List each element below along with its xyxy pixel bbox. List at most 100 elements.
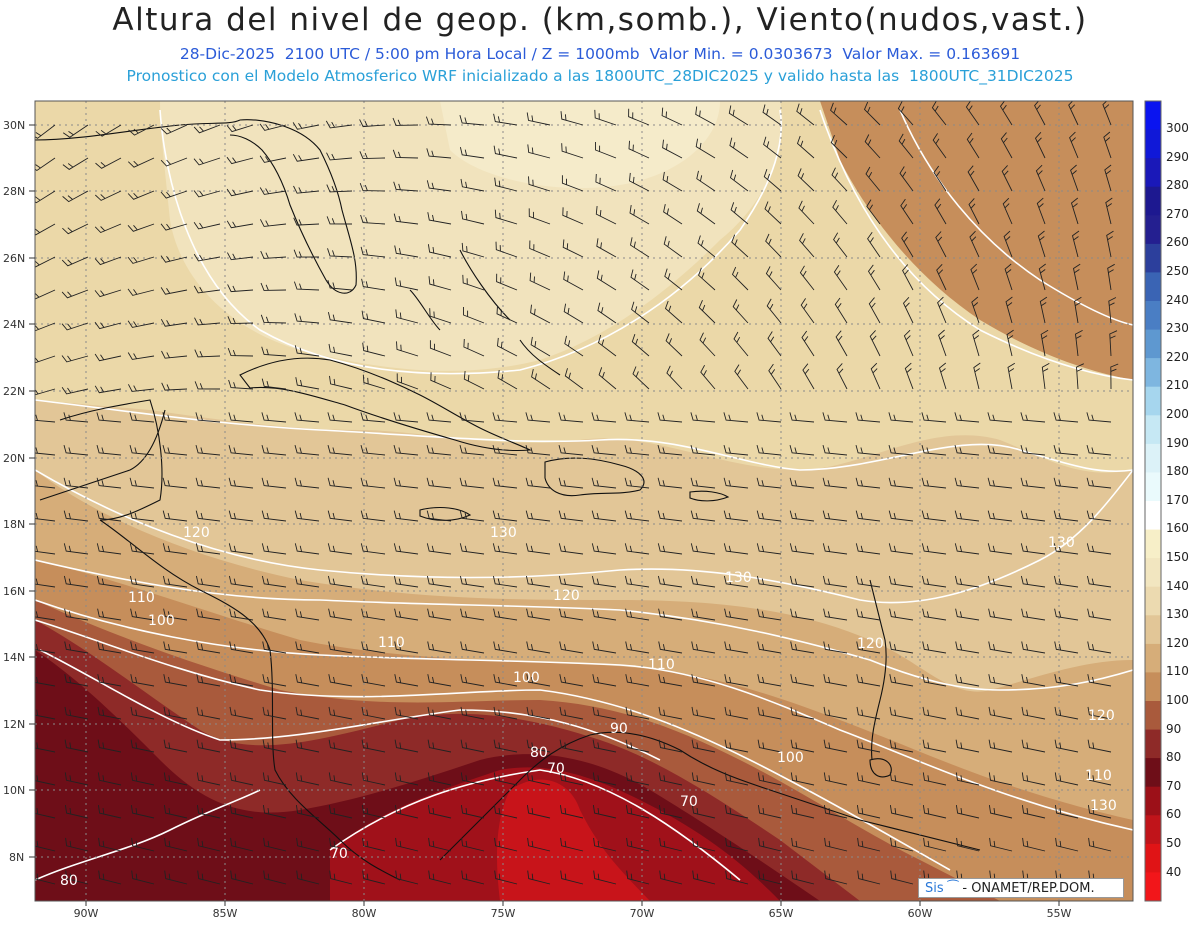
wind-barb bbox=[592, 608, 617, 621]
wind-barb bbox=[427, 608, 452, 621]
wind-barb bbox=[528, 176, 551, 192]
wind-barb bbox=[261, 378, 287, 390]
coastlines bbox=[35, 119, 981, 881]
wind-barb bbox=[954, 412, 980, 423]
wind-barb bbox=[724, 641, 749, 654]
lat-label: 28N bbox=[3, 185, 25, 198]
wind-barb bbox=[691, 674, 716, 687]
wind-barb bbox=[955, 674, 980, 687]
wind-barb bbox=[865, 166, 881, 192]
wind-barb bbox=[659, 870, 683, 885]
wind-barb bbox=[1106, 230, 1114, 258]
wind-barb bbox=[360, 246, 386, 258]
wind-barb bbox=[1071, 230, 1080, 258]
wind-barb bbox=[558, 510, 584, 522]
wind-barb bbox=[724, 706, 749, 720]
wind-barb bbox=[1087, 772, 1112, 786]
contour-label: 130 bbox=[490, 525, 517, 541]
wind-barb bbox=[593, 837, 617, 852]
wind-barb bbox=[732, 299, 749, 324]
wind-barb bbox=[496, 305, 518, 324]
contour-label: 100 bbox=[148, 613, 175, 629]
wind-barb bbox=[758, 870, 782, 885]
wind-barb bbox=[765, 266, 782, 291]
wind-barb bbox=[94, 385, 122, 394]
lat-label: 26N bbox=[3, 252, 25, 265]
wind-barb bbox=[1110, 363, 1119, 390]
wind-barb bbox=[1035, 164, 1046, 192]
wind-barb bbox=[194, 349, 221, 358]
colorbar-label: 200 bbox=[1166, 407, 1189, 421]
wind-barb bbox=[665, 333, 683, 357]
wind-barb bbox=[922, 608, 947, 621]
wind-barb bbox=[259, 155, 287, 163]
wind-barb bbox=[987, 412, 1013, 423]
wind-barb bbox=[196, 772, 221, 786]
wind-barb bbox=[626, 837, 650, 852]
wind-barb bbox=[196, 739, 221, 753]
wind-barb bbox=[160, 157, 188, 167]
colorbar-label: 250 bbox=[1166, 264, 1189, 278]
wind-barb bbox=[229, 772, 254, 786]
colorbar-swatch bbox=[1145, 872, 1161, 902]
wind-barb bbox=[395, 870, 419, 885]
contour-90-line bbox=[39, 649, 661, 761]
wind-barb bbox=[624, 510, 650, 522]
lat-label: 16N bbox=[3, 585, 25, 598]
wind-barb bbox=[690, 510, 716, 522]
wind-barb bbox=[493, 772, 518, 786]
wind-barb bbox=[1054, 805, 1079, 819]
wind-barb bbox=[195, 412, 221, 423]
wind-barb bbox=[790, 772, 815, 786]
wind-barb bbox=[591, 444, 617, 456]
wind-barb bbox=[460, 706, 485, 720]
colorbar-label: 190 bbox=[1166, 436, 1189, 450]
wind-barb bbox=[823, 772, 848, 786]
colorbar-swatch bbox=[1145, 443, 1161, 473]
wind-barb bbox=[790, 805, 815, 819]
wind-barb bbox=[96, 543, 122, 555]
wind-barb bbox=[492, 575, 518, 588]
contour-label: 110 bbox=[648, 657, 675, 673]
wind-barb bbox=[294, 412, 320, 423]
wind-barb bbox=[624, 575, 650, 588]
wind-barb bbox=[160, 318, 188, 327]
wind-barb bbox=[629, 205, 650, 225]
wind-barb bbox=[902, 264, 914, 291]
wind-barb bbox=[662, 139, 683, 159]
wind-barb bbox=[1086, 575, 1112, 588]
wind-barb bbox=[96, 510, 122, 522]
wind-barb bbox=[227, 252, 254, 261]
wind-barb bbox=[592, 739, 617, 753]
wind-barb bbox=[427, 244, 452, 258]
wind-barb bbox=[328, 805, 353, 819]
wind-barb bbox=[889, 739, 914, 753]
wind-barb bbox=[1021, 674, 1046, 687]
wind-barb bbox=[195, 477, 221, 489]
wind-barb bbox=[193, 285, 221, 294]
wind-barb bbox=[160, 124, 188, 135]
wind-barb bbox=[988, 641, 1013, 654]
wind-barb bbox=[163, 641, 188, 654]
wind-barb bbox=[725, 870, 749, 885]
wind-barb bbox=[259, 187, 287, 195]
contour-label: 100 bbox=[513, 670, 540, 686]
wind-barb bbox=[35, 124, 56, 139]
wind-barb bbox=[560, 111, 584, 126]
contour-110-line bbox=[35, 599, 1133, 831]
wind-barb bbox=[1020, 444, 1046, 456]
colorbar-label: 280 bbox=[1166, 178, 1189, 192]
wind-barb bbox=[129, 575, 155, 588]
wind-barb bbox=[64, 772, 89, 786]
wind-barb bbox=[664, 300, 683, 324]
wind-barb bbox=[628, 108, 650, 126]
wind-barb bbox=[921, 412, 947, 423]
wind-barb bbox=[228, 510, 254, 522]
wind-barb bbox=[227, 316, 254, 325]
wind-barb bbox=[931, 101, 947, 126]
wind-barb bbox=[1021, 706, 1046, 720]
wind-barb bbox=[295, 641, 320, 654]
wind-barb bbox=[228, 379, 254, 390]
wind-barb bbox=[591, 575, 617, 588]
colorbar-swatch bbox=[1145, 529, 1161, 559]
